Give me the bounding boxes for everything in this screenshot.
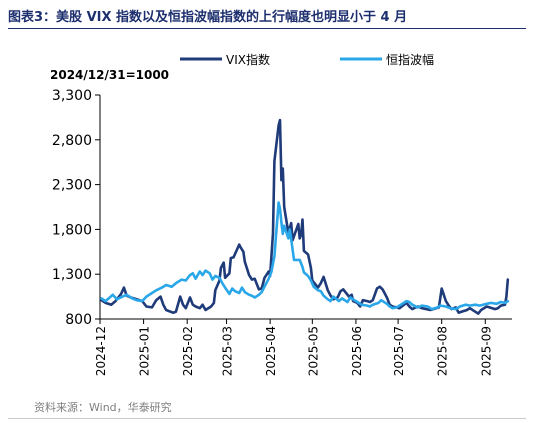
x-tick-label: 2025-04 — [264, 326, 278, 376]
x-tick-label: 2025-07 — [392, 326, 406, 376]
x-tick-label: 2025-08 — [436, 326, 450, 376]
unit-note: 2024/12/31=1000 — [50, 68, 169, 82]
x-tick-label: 2025-06 — [350, 326, 364, 376]
x-tick-label: 2025-09 — [479, 326, 493, 376]
legend-label-vhsi: 恒指波幅 — [386, 52, 434, 67]
y-tick-label: 1,300 — [52, 267, 92, 283]
series-lines — [100, 118, 510, 315]
y-tick-label: 1,800 — [52, 222, 92, 238]
x-tick-label: 2025-02 — [181, 326, 195, 376]
series-line-vhsi — [100, 201, 510, 311]
y-tick-label: 800 — [65, 312, 92, 328]
y-tick-label: 2,800 — [52, 133, 92, 149]
x-tick-label: 2025-03 — [221, 326, 235, 376]
legend-label-vix: VIX指数 — [226, 52, 270, 67]
x-tick-label: 2024-12 — [94, 326, 108, 376]
y-tick-label: 3,300 — [52, 88, 92, 104]
footer-divider — [8, 418, 526, 419]
title-divider — [8, 28, 526, 29]
series-line-vix — [100, 118, 510, 315]
y-tick-label: 2,300 — [52, 178, 92, 194]
axes: 800 1,300 1,800 2,300 2,800 3,300 2024-12 2025-… — [52, 88, 512, 376]
x-tick-label: 2025-05 — [306, 326, 320, 376]
source-note: 资料来源：Wind，华泰研究 — [34, 401, 172, 414]
x-tick-label: 2025-01 — [138, 326, 152, 376]
legend: VIX指数 恒指波幅 — [180, 52, 434, 67]
chart-title: 图表3：美股 VIX 指数以及恒指波幅指数的上行幅度也明显小于 4 月 — [8, 10, 408, 25]
